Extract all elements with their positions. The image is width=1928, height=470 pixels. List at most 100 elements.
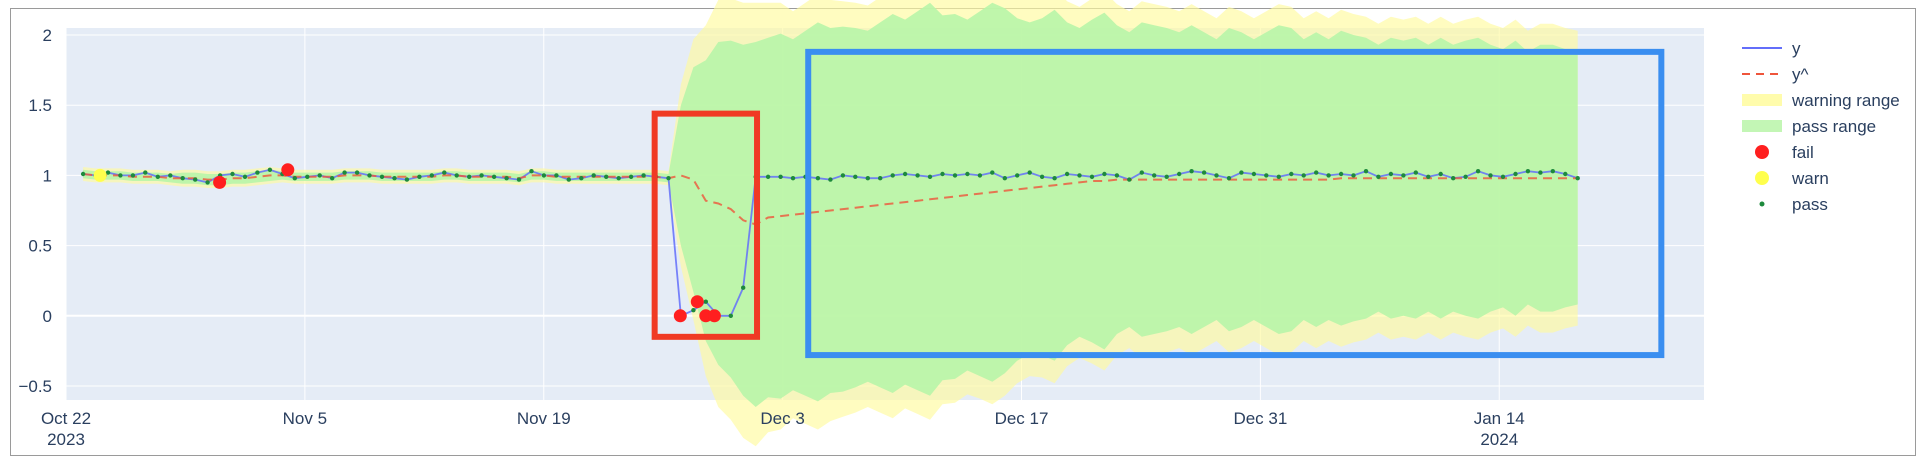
pass-point	[1264, 173, 1269, 178]
pass-point	[1039, 174, 1045, 179]
legend-item-warn[interactable]: warn	[1755, 169, 1829, 188]
range-bands	[83, 0, 1578, 447]
pass-point	[541, 173, 547, 178]
pass-point	[1114, 173, 1120, 178]
pass-point	[1500, 174, 1506, 179]
pass-point	[417, 174, 422, 179]
pass-point	[1027, 170, 1032, 175]
legend-item-warning[interactable]: warning range	[1742, 91, 1900, 110]
pass-point	[454, 173, 459, 178]
pass-point	[1451, 176, 1456, 181]
axes: 2 1.5 1 0.5 0 −0.5 Oct 22 2023 Nov 5 Nov 19 Dec 3 D…	[18, 26, 1524, 449]
pass-point	[1513, 171, 1518, 177]
pass-point	[1127, 177, 1132, 182]
pass-point	[1089, 174, 1095, 179]
pass-point	[1139, 170, 1145, 175]
pass-point	[1388, 171, 1394, 177]
pass-point	[80, 171, 86, 177]
highlight-boxes	[651, 48, 1665, 359]
pass-point	[1289, 171, 1294, 177]
pass-point	[1189, 169, 1194, 174]
pass-point	[853, 174, 858, 179]
pass-point	[566, 177, 571, 182]
highlight-box-1	[651, 110, 761, 340]
series-points	[80, 163, 1580, 323]
pass-point	[479, 173, 484, 178]
pass-point	[778, 174, 783, 179]
highlight-box-2	[805, 48, 1665, 359]
pass-point	[815, 176, 821, 181]
y-tick-label: 1	[43, 166, 52, 185]
pass-point	[1251, 171, 1257, 177]
y-tick-label: 0	[43, 307, 52, 326]
pass-point	[840, 173, 846, 178]
pass-point	[105, 170, 111, 175]
legend-label: pass range	[1792, 117, 1876, 136]
x-tick-label: Nov 5	[283, 409, 327, 428]
pass-point	[491, 174, 497, 179]
pass-point	[579, 176, 584, 181]
pass-point	[292, 176, 297, 181]
pass-point	[990, 170, 995, 175]
pass-point	[1438, 171, 1443, 177]
pass-point	[1064, 171, 1070, 177]
legend-label: pass	[1792, 195, 1828, 214]
pass-point	[1463, 174, 1468, 179]
pass-point	[1077, 173, 1082, 178]
pass-point	[728, 313, 733, 318]
pass-point	[554, 173, 559, 178]
pass-point	[267, 167, 273, 172]
pass-point	[118, 173, 123, 178]
pass-point	[205, 180, 210, 185]
legend-swatch	[1755, 145, 1769, 159]
fail-point	[707, 309, 721, 323]
pass-point	[890, 173, 895, 178]
x-tick-label: Jan 14	[1474, 409, 1525, 428]
legend-item-y[interactable]: y	[1742, 39, 1801, 58]
pass-point	[1301, 173, 1306, 178]
pass-point	[1338, 171, 1344, 177]
pass-point	[915, 173, 920, 178]
pass-point	[790, 176, 796, 181]
pass-point	[155, 174, 160, 179]
pass-point	[1214, 173, 1219, 178]
pass-point	[230, 171, 235, 177]
y-tick-label: −0.5	[18, 377, 52, 396]
fail-point	[690, 295, 704, 309]
pass-point	[516, 177, 522, 182]
pass-point	[1575, 176, 1580, 181]
pass-point	[317, 173, 322, 178]
pass-point	[168, 173, 173, 178]
pass-point	[429, 173, 434, 178]
pass-point	[952, 173, 958, 178]
pass-point	[242, 174, 248, 179]
pass-point	[628, 174, 634, 179]
legend-label: y^	[1792, 65, 1809, 84]
pass-point	[1525, 169, 1531, 174]
pass-point	[180, 176, 185, 181]
fail-point	[673, 309, 687, 323]
legend[interactable]: y y^ warning range pass range fail warn pass	[1742, 39, 1900, 214]
legend-item-fail[interactable]: fail	[1755, 143, 1814, 162]
pass-point	[342, 170, 347, 175]
pass-point	[1426, 174, 1431, 179]
legend-item-pass[interactable]: pass range	[1742, 117, 1876, 136]
pass-point	[604, 174, 609, 179]
x-tick-label: Dec 17	[995, 409, 1049, 428]
pass-point	[354, 170, 360, 175]
pass-point	[392, 176, 397, 181]
legend-item-pass_pt[interactable]: pass	[1759, 195, 1828, 214]
legend-item-yhat[interactable]: y^	[1742, 65, 1809, 84]
pass-point	[1413, 170, 1419, 175]
pass-point	[379, 174, 385, 179]
pass-point	[927, 174, 933, 179]
x-tick-label: Dec 31	[1233, 409, 1287, 428]
x-tick-label: Oct 22	[41, 409, 91, 428]
pass-point	[1326, 173, 1331, 178]
pass-point	[330, 176, 335, 181]
pass-point	[1002, 176, 1007, 181]
x-tick-year-label: 2023	[47, 430, 85, 449]
pass-point	[691, 308, 696, 313]
pass-point	[1015, 173, 1020, 178]
pass-point	[467, 174, 472, 179]
